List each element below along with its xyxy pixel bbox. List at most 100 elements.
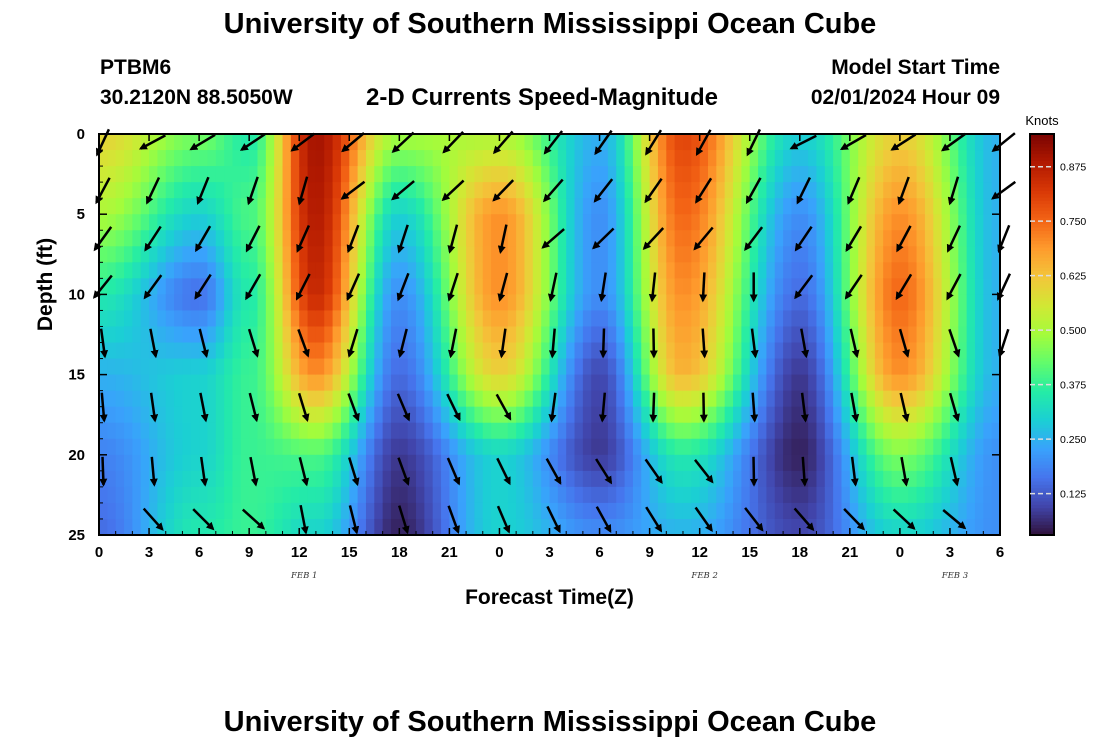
heatmap-cell bbox=[482, 518, 492, 536]
heatmap-cell bbox=[215, 438, 225, 456]
heatmap-cell bbox=[891, 470, 901, 488]
heatmap-cell bbox=[833, 294, 843, 312]
heatmap-cell bbox=[799, 422, 809, 440]
heatmap-cell bbox=[774, 454, 784, 472]
heatmap-cell bbox=[858, 342, 868, 360]
heatmap-cell bbox=[783, 310, 793, 328]
heatmap-cell bbox=[557, 470, 567, 488]
heatmap-cell bbox=[524, 214, 534, 231]
colorbar-segment bbox=[1030, 484, 1054, 489]
heatmap-cell bbox=[624, 422, 634, 440]
heatmap-cell bbox=[991, 310, 1001, 328]
heatmap-cell bbox=[224, 310, 234, 328]
heatmap-cell bbox=[407, 310, 417, 328]
heatmap-cell bbox=[174, 502, 184, 520]
heatmap-cell bbox=[741, 518, 751, 536]
heatmap-cell bbox=[758, 262, 767, 279]
heatmap-cell bbox=[124, 438, 133, 456]
heatmap-cell bbox=[699, 374, 709, 392]
heatmap-cell bbox=[182, 198, 192, 215]
heatmap-cell bbox=[916, 326, 926, 344]
heatmap-cell bbox=[666, 278, 676, 295]
heatmap-cell bbox=[532, 310, 542, 328]
heatmap-cell bbox=[416, 486, 425, 504]
heatmap-cell bbox=[632, 150, 642, 167]
heatmap-cell bbox=[340, 454, 350, 472]
heatmap-cell bbox=[899, 150, 909, 167]
heatmap-cell bbox=[524, 166, 534, 183]
heatmap-cell bbox=[624, 390, 634, 408]
heatmap-cell bbox=[190, 518, 200, 536]
heatmap-cell bbox=[115, 486, 125, 504]
heatmap-cell bbox=[632, 342, 642, 360]
heatmap-cell bbox=[215, 182, 225, 199]
heatmap-cell bbox=[908, 390, 918, 408]
heatmap-cell bbox=[407, 342, 417, 360]
heatmap-cell bbox=[307, 310, 317, 328]
heatmap-cell bbox=[841, 294, 851, 312]
heatmap-cell bbox=[332, 326, 342, 344]
heatmap-cell bbox=[349, 486, 359, 504]
current-vector-arrow bbox=[892, 508, 916, 530]
heatmap-cell bbox=[591, 374, 601, 392]
heatmap-cell bbox=[591, 294, 601, 312]
heatmap-cell bbox=[149, 262, 158, 279]
heatmap-cell bbox=[641, 390, 651, 408]
heatmap-cell bbox=[591, 486, 601, 504]
heatmap-cell bbox=[682, 214, 692, 231]
heatmap-cell bbox=[374, 294, 384, 312]
heatmap-cell bbox=[432, 422, 442, 440]
heatmap-cell bbox=[708, 358, 717, 376]
heatmap-cell bbox=[741, 422, 751, 440]
heatmap-cell bbox=[174, 454, 184, 472]
heatmap-cell bbox=[841, 310, 851, 328]
heatmap-cell bbox=[708, 294, 717, 312]
heatmap-cell bbox=[974, 358, 984, 376]
current-vector-arrow bbox=[644, 458, 663, 484]
heatmap-cell bbox=[507, 262, 517, 279]
heatmap-cell bbox=[232, 438, 242, 456]
heatmap-cell bbox=[657, 262, 667, 279]
heatmap-cell bbox=[315, 214, 325, 231]
colorbar-segment bbox=[1030, 524, 1054, 529]
heatmap-cell bbox=[416, 502, 425, 520]
heatmap-cell bbox=[390, 454, 400, 472]
heatmap-cell bbox=[733, 326, 742, 344]
heatmap-cell bbox=[491, 326, 501, 344]
heatmap-cell bbox=[457, 342, 467, 360]
colorbar-tick-label: 0.500 bbox=[1060, 325, 1086, 337]
heatmap-cell bbox=[149, 390, 158, 408]
heatmap-cell bbox=[240, 150, 250, 167]
heatmap-cell bbox=[816, 230, 826, 247]
heatmap-cell bbox=[182, 150, 192, 167]
heatmap-cell bbox=[733, 518, 742, 536]
heatmap-cell bbox=[199, 150, 209, 167]
heatmap-cell bbox=[357, 230, 367, 247]
heatmap-cell bbox=[549, 454, 559, 472]
heatmap-cell bbox=[474, 438, 484, 456]
heatmap-cell bbox=[107, 294, 117, 312]
heatmap-cell bbox=[783, 198, 793, 215]
heatmap-cell bbox=[874, 470, 884, 488]
heatmap-cell bbox=[716, 150, 726, 167]
heatmap-cell bbox=[674, 406, 684, 424]
heatmap-cell bbox=[240, 470, 250, 488]
colorbar-segment bbox=[1030, 454, 1054, 459]
heatmap-cell bbox=[791, 342, 801, 360]
heatmap-cell bbox=[833, 438, 843, 456]
heatmap-cell bbox=[115, 374, 125, 392]
heatmap-cell bbox=[182, 422, 192, 440]
heatmap-cell bbox=[916, 406, 926, 424]
current-vector-arrow bbox=[199, 392, 209, 423]
heatmap-cell bbox=[682, 134, 692, 151]
heatmap-cell bbox=[724, 294, 734, 312]
heatmap-cell bbox=[165, 358, 175, 376]
heatmap-cell bbox=[124, 518, 133, 536]
heatmap-cell bbox=[816, 326, 826, 344]
heatmap-cell bbox=[132, 390, 142, 408]
heatmap-cell bbox=[991, 438, 1001, 456]
current-vector-arrow bbox=[396, 393, 411, 422]
heatmap-cell bbox=[315, 502, 325, 520]
heatmap-cell bbox=[399, 454, 409, 472]
heatmap-cell bbox=[199, 422, 209, 440]
